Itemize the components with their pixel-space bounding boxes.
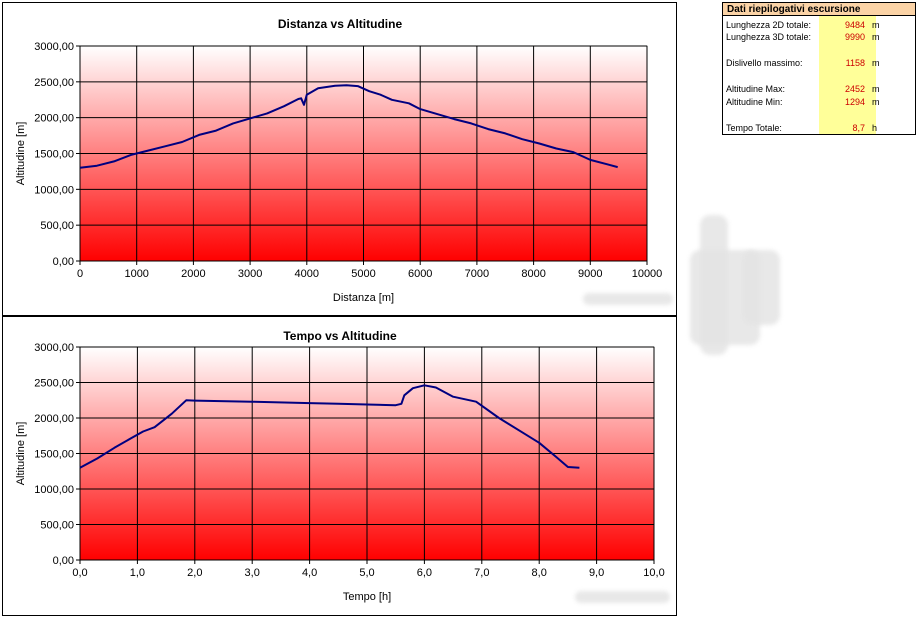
y-tick-label: 1500,00 [34,449,74,461]
x-tick-label: 0,0 [72,567,87,579]
summary-value-column [819,16,876,134]
summary-unit: m [872,97,880,107]
x-tick-label: 5000 [351,268,375,280]
x-tick-label: 3000 [238,268,262,280]
summary-value: 1158 [845,58,865,68]
x-tick-label: 6000 [408,268,432,280]
y-tick-label: 3000,00 [34,41,74,53]
x-tick-label: 1,0 [130,567,145,579]
y-tick-label: 3000,00 [34,342,74,354]
y-tick-label: 1000,00 [34,184,74,196]
x-tick-label: 4000 [295,268,319,280]
y-tick-label: 0,00 [53,256,74,268]
x-tick-label: 4,0 [302,567,317,579]
summary-table: Dati riepilogativi escursione Lunghezza … [722,2,916,135]
summary-row-elevation-gain: Dislivello massimo: 1158 m [726,57,914,69]
summary-label: Altitudine Max: [726,84,786,94]
x-tick-label: 8,0 [532,567,547,579]
summary-label: Lunghezza 3D totale: [726,32,812,42]
summary-unit: m [872,84,880,94]
summary-label: Tempo Totale: [726,123,782,133]
summary-unit: m [872,32,880,42]
smudge-mark [583,293,673,305]
x-tick-label: 10000 [632,268,663,280]
chart-title: Distanza vs Altitudine [278,17,403,31]
summary-value: 9990 [844,32,865,42]
summary-row-length-3d: Lunghezza 3D totale: 9990 m [726,31,914,43]
x-tick-label: 2,0 [187,567,202,579]
x-tick-label: 1000 [124,268,148,280]
smudge-mark [575,591,670,603]
x-tick-label: 10,0 [643,567,664,579]
summary-label: Lunghezza 2D totale: [726,20,812,30]
x-tick-label: 3,0 [245,567,260,579]
y-tick-label: 500,00 [40,520,74,532]
x-tick-label: 5,0 [359,567,374,579]
summary-value: 1294 [844,97,865,107]
x-axis-label: Tempo [h] [343,591,391,603]
summary-value: 2452 [844,84,865,94]
summary-row-total-time: Tempo Totale: 8,7 h [726,122,914,134]
y-tick-label: 2500,00 [34,378,74,390]
series-line [79,384,580,469]
x-axis-label: Distanza [m] [333,292,394,304]
y-tick-label: 2000,00 [34,113,74,125]
summary-row-altitude-min: Altitudine Min: 1294 m [726,96,914,108]
x-tick-label: 9,0 [589,567,604,579]
y-tick-label: 2500,00 [34,77,74,89]
x-tick-label: 6,0 [417,567,432,579]
x-tick-label: 0 [77,268,83,280]
distance-altitude-chart: 0,00 500,00 1000,00 1500,00 2000,00 2500,00 30… [2,2,677,316]
y-tick-label: 0,00 [53,555,74,567]
y-axis-label: Altitudine [m] [15,422,27,486]
y-tick-label: 1500,00 [34,149,74,161]
summary-label: Altitudine Min: [726,97,783,107]
time-altitude-chart: 0,00 500,00 1000,00 1500,00 2000,00 2500,00 30… [2,316,677,616]
smudge-mark [742,250,780,325]
x-tick-label: 2000 [181,268,205,280]
x-tick-label: 7,0 [474,567,489,579]
x-tick-label: 9000 [578,268,602,280]
summary-label: Dislivello massimo: [726,58,803,68]
distance-altitude-svg: 0,00 500,00 1000,00 1500,00 2000,00 2500,00 30… [15,17,663,304]
smudge-mark [700,215,728,355]
summary-title: Dati riepilogativi escursione [723,3,915,16]
x-tick-label: 7000 [465,268,489,280]
summary-value: 9484 [844,20,865,30]
y-tick-label: 1000,00 [34,484,74,496]
y-axis-label: Altitudine [m] [15,122,27,186]
summary-row-length-2d: Lunghezza 2D totale: 9484 m [726,19,914,31]
x-tick-label: 8000 [521,268,545,280]
summary-row-altitude-max: Altitudine Max: 2452 m [726,83,914,95]
y-tick-label: 2000,00 [34,413,74,425]
summary-value: 8,7 [852,123,865,133]
summary-unit: m [872,58,880,68]
summary-unit: m [872,20,880,30]
series-line [79,84,618,169]
time-altitude-svg: 0,00 500,00 1000,00 1500,00 2000,00 2500,00 30… [15,329,665,603]
y-tick-label: 500,00 [40,220,74,232]
summary-unit: h [872,123,878,133]
chart-title: Tempo vs Altitudine [283,329,397,343]
